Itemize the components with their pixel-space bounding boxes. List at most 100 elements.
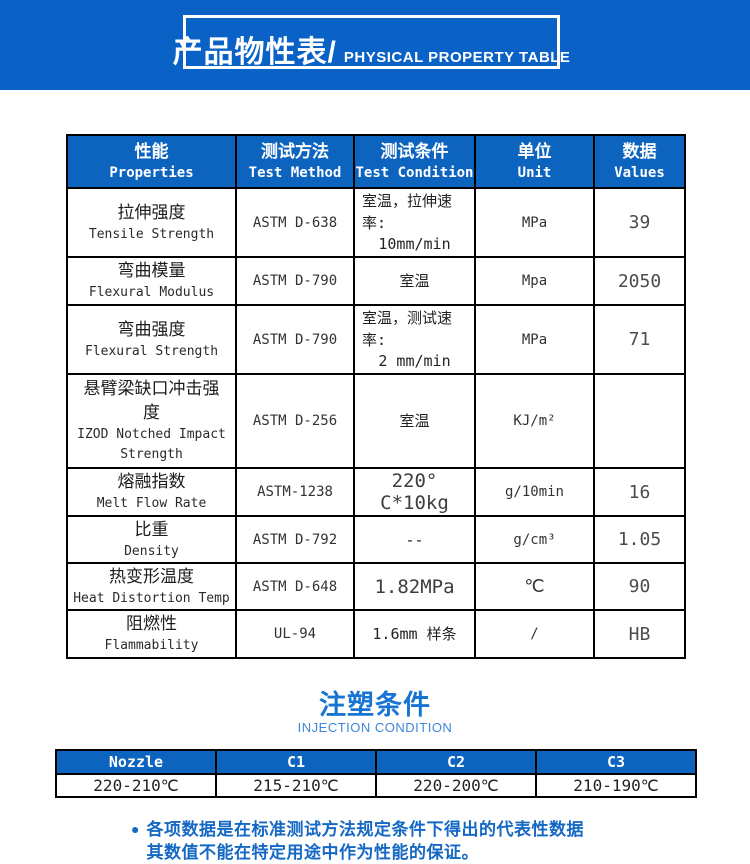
page-title-en: PHYSICAL PROPERTY TABLE bbox=[343, 49, 571, 66]
condition-line2: 10mm/min bbox=[378, 235, 451, 253]
unit-cell: g/cm³ bbox=[474, 515, 595, 564]
property-zh: 悬臂梁缺口冲击强度 bbox=[83, 379, 220, 423]
condition-line2: 2 mm/min bbox=[378, 352, 451, 370]
table-header-row: 性能 Properties 测试方法 Test Method 测试条件 Test… bbox=[66, 134, 686, 189]
method-cell: ASTM D-790 bbox=[235, 304, 355, 375]
col-header-test-method-zh: 测试方法 bbox=[261, 142, 329, 162]
table-row-flexural-modulus: 弯曲模量 Flexural Modulus ASTM D-790 室温 Mpa … bbox=[66, 256, 686, 306]
table-row-izod-impact: 悬臂梁缺口冲击强度 IZOD Notched Impact Strength A… bbox=[66, 373, 686, 469]
injection-col-nozzle: Nozzle bbox=[55, 749, 217, 775]
injection-header-row: Nozzle C1 C2 C3 bbox=[55, 749, 697, 775]
page-title-zh: 产品物性表/ bbox=[172, 36, 337, 69]
injection-col-c3: C3 bbox=[535, 749, 697, 775]
condition-cell: 室温，拉伸速率: 10mm/min bbox=[353, 187, 476, 258]
physical-property-table: 性能 Properties 测试方法 Test Method 测试条件 Test… bbox=[66, 134, 686, 659]
value-cell: 71 bbox=[593, 304, 686, 375]
injection-value-nozzle: 220-210℃ bbox=[55, 773, 217, 798]
value-cell: 39 bbox=[593, 187, 686, 258]
table-row-flammability: 阻燃性 Flammability UL-94 1.6mm 样条 / HB bbox=[66, 609, 686, 659]
method-cell: ASTM D-638 bbox=[235, 187, 355, 258]
condition-cell: 室温 bbox=[353, 373, 476, 469]
property-en: Density bbox=[124, 543, 179, 559]
condition-line1: 室温 bbox=[399, 272, 430, 290]
injection-condition-table: Nozzle C1 C2 C3 220-210℃ 215-210℃ 220-20… bbox=[55, 749, 697, 798]
bullet-icon: ● bbox=[131, 821, 140, 837]
table-row-tensile-strength: 拉伸强度 Tensile Strength ASTM D-638 室温，拉伸速率… bbox=[66, 187, 686, 258]
condition-cell: -- bbox=[353, 515, 476, 564]
value-cell: 2050 bbox=[593, 256, 686, 306]
unit-cell: g/10min bbox=[474, 467, 595, 517]
property-cell: 弯曲模量 Flexural Modulus bbox=[66, 256, 237, 306]
method-cell: ASTM D-648 bbox=[235, 562, 355, 611]
table-row-flexural-strength: 弯曲强度 Flexural Strength ASTM D-790 室温，测试速… bbox=[66, 304, 686, 375]
col-header-values: 数据 Values bbox=[593, 134, 686, 189]
property-zh: 比重 bbox=[134, 519, 169, 540]
col-header-test-condition-zh: 测试条件 bbox=[380, 142, 449, 162]
col-header-properties: 性能 Properties bbox=[66, 134, 237, 189]
value-cell: 90 bbox=[593, 562, 686, 611]
injection-value-c3: 210-190℃ bbox=[535, 773, 697, 798]
injection-value-c1: 215-210℃ bbox=[215, 773, 377, 798]
property-zh: 热变形温度 bbox=[109, 566, 194, 587]
table-row-melt-flow-rate: 熔融指数 Melt Flow Rate ASTM-1238 220° C*10k… bbox=[66, 467, 686, 517]
injection-col-c2: C2 bbox=[375, 749, 537, 775]
col-header-properties-en: Properties bbox=[109, 165, 194, 181]
property-en: Flammability bbox=[104, 638, 199, 653]
value-cell: 1.05 bbox=[593, 515, 686, 564]
property-zh: 拉伸强度 bbox=[117, 202, 186, 223]
condition-line1: 1.6mm 样条 bbox=[372, 625, 457, 643]
property-cell: 拉伸强度 Tensile Strength bbox=[66, 187, 237, 258]
footnote-line2: 其数值不能在特定用途中作为性能的保证。 bbox=[146, 843, 479, 862]
property-en: Heat Distortion Temp bbox=[73, 590, 230, 606]
property-zh: 弯曲强度 bbox=[117, 319, 186, 340]
method-cell: ASTM D-792 bbox=[235, 515, 355, 564]
condition-cell: 室温，测试速率: 2 mm/min bbox=[353, 304, 476, 375]
col-header-test-method-en: Test Method bbox=[248, 165, 342, 181]
unit-cell: / bbox=[474, 609, 595, 659]
unit-cell: Mpa bbox=[474, 256, 595, 306]
property-cell: 悬臂梁缺口冲击强度 IZOD Notched Impact Strength bbox=[66, 373, 237, 469]
method-cell: UL-94 bbox=[235, 609, 355, 659]
col-header-unit-zh: 单位 bbox=[517, 142, 552, 162]
footnote: ● 各项数据是在标准测试方法规定条件下得出的代表性数据 其数值不能在特定用途中作… bbox=[131, 818, 750, 864]
table-row-density: 比重 Density ASTM D-792 -- g/cm³ 1.05 bbox=[66, 515, 686, 564]
property-cell: 阻燃性 Flammability bbox=[66, 609, 237, 659]
col-header-values-zh: 数据 bbox=[622, 142, 657, 162]
property-cell: 弯曲强度 Flexural Strength bbox=[66, 304, 237, 375]
property-en: Tensile Strength bbox=[88, 226, 215, 242]
condition-line1: 室温，拉伸速率: bbox=[362, 192, 453, 232]
value-cell: HB bbox=[593, 609, 686, 659]
property-en: Flexural Modulus bbox=[88, 285, 215, 300]
value-cell bbox=[593, 373, 686, 469]
condition-cell: 室温 bbox=[353, 256, 476, 306]
injection-values-row: 220-210℃ 215-210℃ 220-200℃ 210-190℃ bbox=[55, 773, 697, 798]
condition-cell: 1.6mm 样条 bbox=[353, 609, 476, 659]
condition-line1: 室温，测试速率: bbox=[362, 309, 453, 349]
col-header-unit: 单位 Unit bbox=[474, 134, 595, 189]
injection-heading-en: INJECTION CONDITION bbox=[297, 720, 453, 735]
unit-cell: MPa bbox=[474, 304, 595, 375]
col-header-properties-zh: 性能 bbox=[134, 142, 169, 162]
method-cell: ASTM D-790 bbox=[235, 256, 355, 306]
property-en: IZOD Notched Impact Strength bbox=[77, 427, 226, 462]
col-header-test-method: 测试方法 Test Method bbox=[235, 134, 355, 189]
injection-value-c2: 220-200℃ bbox=[375, 773, 537, 798]
property-en: Melt Flow Rate bbox=[96, 496, 207, 511]
injection-col-c1: C1 bbox=[215, 749, 377, 775]
property-en: Flexural Strength bbox=[84, 343, 219, 359]
unit-cell: KJ/m² bbox=[474, 373, 595, 469]
value-cell: 16 bbox=[593, 467, 686, 517]
condition-line1: 1.82MPa bbox=[374, 575, 455, 598]
page-banner: 产品物性表/ PHYSICAL PROPERTY TABLE bbox=[0, 0, 750, 90]
table-row-heat-distortion: 热变形温度 Heat Distortion Temp ASTM D-648 1.… bbox=[66, 562, 686, 611]
property-zh: 熔融指数 bbox=[117, 472, 186, 492]
col-header-unit-en: Unit bbox=[517, 165, 552, 181]
col-header-test-condition: 测试条件 Test Condition bbox=[353, 134, 476, 189]
unit-cell: MPa bbox=[474, 187, 595, 258]
property-cell: 熔融指数 Melt Flow Rate bbox=[66, 467, 237, 517]
property-zh: 阻燃性 bbox=[126, 614, 177, 634]
col-header-values-en: Values bbox=[614, 165, 665, 181]
method-cell: ASTM D-256 bbox=[235, 373, 355, 469]
condition-line1: -- bbox=[405, 530, 424, 549]
method-cell: ASTM-1238 bbox=[235, 467, 355, 517]
